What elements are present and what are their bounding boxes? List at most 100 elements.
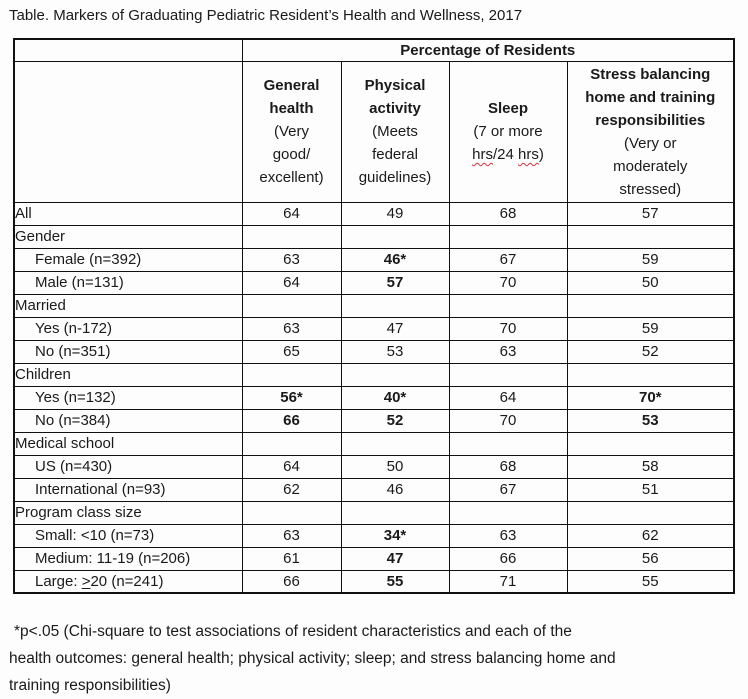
row-label: Yes (n-172)	[13, 316, 243, 341]
row-label: Male (n=131)	[13, 270, 243, 295]
cell-value: 66	[241, 569, 342, 594]
cell-value: 66	[448, 546, 568, 571]
table-row: Female (n=392) 63 46* 67 59	[13, 247, 735, 272]
row-label: No (n=351)	[13, 339, 243, 364]
table-row: Medium: 11-19 (n=206) 61 47 66 56	[13, 546, 735, 571]
column-subtitle-sleep: (7 or more hrs/24 hrs)	[472, 123, 544, 163]
row-label-header	[13, 60, 243, 203]
spanner-header: Percentage of Residents	[241, 38, 735, 62]
row-label: Small: <10 (n=73)	[13, 523, 243, 548]
column-header-physical-activity: Physical activity (Meets federal guidelin…	[340, 60, 450, 203]
cell-value: 49	[340, 201, 450, 226]
row-label: International (n=93)	[13, 477, 243, 502]
row-label: Medium: 11-19 (n=206)	[13, 546, 243, 571]
cell-value	[241, 431, 342, 456]
cell-value: 57	[566, 201, 735, 226]
cell-value	[566, 293, 735, 318]
table-row: Male (n=131) 64 57 70 50	[13, 270, 735, 295]
cell-value	[566, 500, 735, 525]
column-title-stress-balancing: Stress balancing home and training respo…	[585, 65, 716, 129]
cell-value: 68	[448, 454, 568, 479]
row-label: Medical school	[13, 431, 243, 456]
column-header-sleep: Sleep (7 or more hrs/24 hrs)	[448, 60, 568, 203]
cell-value	[340, 362, 450, 387]
cell-value: 62	[241, 477, 342, 502]
cell-value	[448, 362, 568, 387]
cell-value	[241, 362, 342, 387]
cell-value	[566, 224, 735, 249]
table-row: All 64 49 68 57	[13, 201, 735, 226]
cell-value: 55	[340, 569, 450, 594]
cell-value: 65	[241, 339, 342, 364]
table-row: Yes (n-172) 63 47 70 59	[13, 316, 735, 341]
cell-value: 52	[566, 339, 735, 364]
footnote: *p<.05 (Chi-square to test associations …	[9, 623, 616, 694]
section-row: Children	[13, 362, 735, 387]
cell-value: 67	[448, 247, 568, 272]
cell-value	[340, 431, 450, 456]
row-label: Program class size	[13, 500, 243, 525]
cell-value: 46*	[340, 247, 450, 272]
column-title-sleep: Sleep	[487, 100, 529, 117]
cell-value: 47	[340, 546, 450, 571]
row-label: Female (n=392)	[13, 247, 243, 272]
cell-value	[448, 293, 568, 318]
cell-value: 56	[566, 546, 735, 571]
column-header-stress-balancing: Stress balancing home and training respo…	[566, 60, 735, 203]
cell-value: 70	[448, 408, 568, 433]
cell-value: 53	[566, 408, 735, 433]
cell-value: 50	[340, 454, 450, 479]
cell-value: 59	[566, 247, 735, 272]
cell-value: 58	[566, 454, 735, 479]
cell-value	[448, 500, 568, 525]
column-title-physical-activity: Physical activity	[364, 77, 426, 117]
cell-value	[566, 362, 735, 387]
row-label: Gender	[13, 224, 243, 249]
cell-value: 64	[241, 454, 342, 479]
cell-value	[448, 431, 568, 456]
cell-value: 55	[566, 569, 735, 594]
cell-value: 68	[448, 201, 568, 226]
table-row: Large: >20 (n=241) 66 55 71 55	[13, 569, 735, 594]
cell-value: 51	[566, 477, 735, 502]
column-header-general-health: General health (Very good/ excellent)	[241, 60, 342, 203]
column-subtitle-physical-activity: (Meets federal guidelines)	[358, 123, 432, 186]
section-row: Program class size	[13, 500, 735, 525]
row-label: Large: >20 (n=241)	[13, 569, 243, 594]
corner-cell	[13, 38, 243, 62]
health-wellness-table: Percentage of Residents General health (Ve…	[13, 38, 735, 594]
row-label: Married	[13, 293, 243, 318]
cell-value	[241, 224, 342, 249]
cell-value: 70	[448, 270, 568, 295]
table-row: No (n=384) 66 52 70 53	[13, 408, 735, 433]
cell-value: 52	[340, 408, 450, 433]
cell-value: 46	[340, 477, 450, 502]
table-body: Percentage of Residents General health (Ve…	[13, 38, 735, 594]
cell-value: 40*	[340, 385, 450, 410]
column-header-row: General health (Very good/ excellent) Phys…	[13, 60, 735, 203]
cell-value	[241, 293, 342, 318]
cell-value: 70*	[566, 385, 735, 410]
gte-underline: >	[81, 572, 91, 590]
cell-value: 63	[448, 339, 568, 364]
cell-value: 63	[241, 247, 342, 272]
table-row: International (n=93) 62 46 67 51	[13, 477, 735, 502]
column-subtitle-general-health: (Very good/ excellent)	[259, 123, 324, 186]
row-label: Children	[13, 362, 243, 387]
cell-value	[448, 224, 568, 249]
cell-value: 50	[566, 270, 735, 295]
spellcheck-squiggle: hrs	[518, 146, 539, 163]
cell-value	[340, 293, 450, 318]
cell-value: 53	[340, 339, 450, 364]
cell-value: 56*	[241, 385, 342, 410]
section-row: Gender	[13, 224, 735, 249]
cell-value	[340, 500, 450, 525]
row-label: Yes (n=132)	[13, 385, 243, 410]
cell-value: 63	[241, 523, 342, 548]
column-title-general-health: General health	[263, 77, 320, 117]
table-row: Small: <10 (n=73) 63 34* 63 62	[13, 523, 735, 548]
cell-value: 63	[448, 523, 568, 548]
cell-value	[566, 431, 735, 456]
cell-value	[241, 500, 342, 525]
cell-value	[340, 224, 450, 249]
